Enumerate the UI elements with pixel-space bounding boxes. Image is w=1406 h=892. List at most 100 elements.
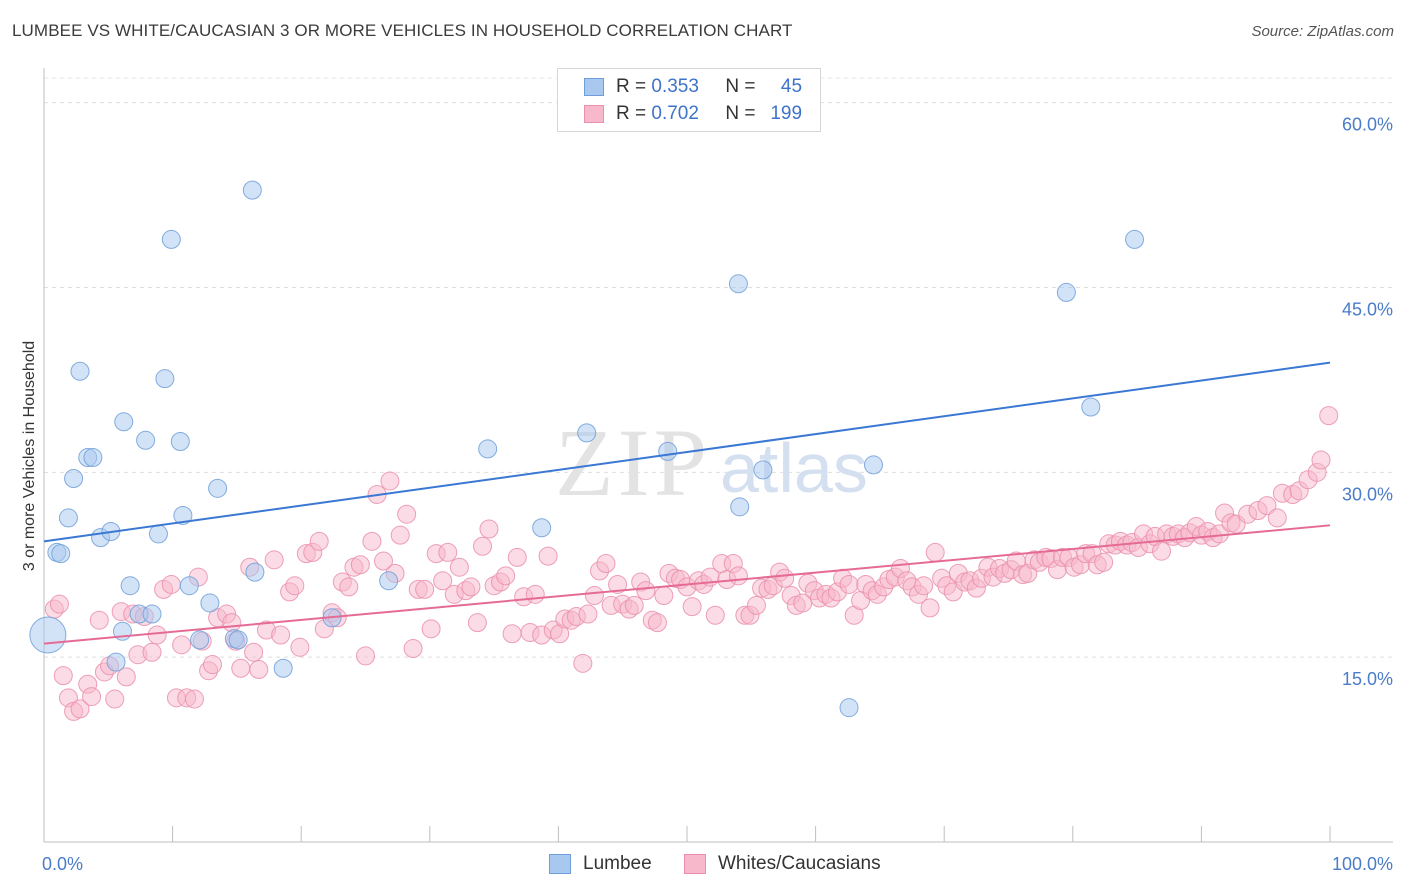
lumbee-point	[1125, 229, 1145, 249]
lumbee-point	[228, 630, 248, 650]
white-caucasian-point	[403, 639, 423, 659]
white-caucasian-point	[244, 642, 264, 662]
lumbee-point	[142, 604, 162, 624]
legend-r-label: R =	[616, 103, 647, 124]
y-tick-label: 30.0%	[1342, 484, 1393, 504]
lumbee-point	[120, 576, 140, 596]
lumbee-point	[1081, 397, 1101, 417]
legend-n-value-lumbee: 45	[780, 76, 803, 97]
white-caucasian-point	[746, 595, 766, 615]
white-caucasian-point	[467, 613, 487, 633]
white-caucasian-point	[362, 531, 382, 551]
lumbee-point	[58, 508, 78, 528]
lumbee-point	[532, 518, 552, 538]
legend-r-value-white: 0.702	[651, 103, 699, 124]
white-caucasian-point	[161, 574, 181, 594]
legend-n-label: N =	[725, 76, 756, 97]
white-caucasian-point	[449, 557, 469, 577]
white-caucasian-point	[705, 605, 725, 625]
white-caucasian-point	[271, 625, 291, 645]
lumbee-point	[29, 616, 67, 654]
white-caucasian-point	[105, 689, 125, 709]
white-caucasian-point	[920, 598, 940, 618]
white-caucasian-point	[473, 536, 493, 556]
lumbee-point	[200, 593, 220, 613]
white-caucasian-point	[231, 658, 251, 678]
white-caucasian-point	[249, 659, 269, 679]
white-caucasian-point	[49, 594, 69, 614]
lumbee-point	[379, 571, 399, 591]
white-caucasian-point	[70, 699, 90, 719]
white-caucasian-point	[397, 504, 417, 524]
white-caucasian-point	[309, 531, 329, 551]
white-caucasian-point	[350, 555, 370, 575]
white-caucasian-point	[264, 550, 284, 570]
white-caucasian-point	[654, 586, 674, 606]
lumbee-point	[136, 430, 156, 450]
white-caucasian-point	[142, 642, 162, 662]
lumbee-point	[51, 544, 71, 564]
white-caucasian-point	[584, 586, 604, 606]
legend-row-white: R = 0.702 N = 199	[584, 102, 802, 126]
white-caucasian-point	[525, 584, 545, 604]
white-caucasian-point	[374, 551, 394, 571]
lumbee-point	[70, 361, 90, 381]
watermark-zip: ZIP	[555, 409, 711, 516]
lumbee-point	[170, 432, 190, 452]
lumbee-point	[863, 455, 883, 475]
white-caucasian-point	[116, 667, 136, 687]
white-legend-label: Whites/Caucasians	[718, 853, 881, 874]
white-caucasian-point	[914, 576, 934, 596]
white-caucasian-point	[479, 519, 499, 539]
lumbee-point	[1056, 282, 1076, 302]
white-caucasian-point	[147, 625, 167, 645]
white-caucasian-point	[82, 687, 102, 707]
y-tick-labels: 15.0% 30.0% 45.0% 60.0%	[1342, 115, 1393, 690]
lumbee-trend-line	[43, 361, 1331, 543]
watermark-atlas: atlas	[720, 429, 868, 507]
white-caucasian-point	[925, 542, 945, 562]
lumbee-points	[29, 180, 1145, 718]
white-swatch	[584, 105, 604, 123]
lumbee-point	[161, 229, 181, 249]
white-caucasian-point	[89, 610, 109, 630]
lumbee-point	[106, 652, 126, 672]
white-caucasian-point	[433, 571, 453, 591]
y-axis-label: 3 or more Vehicles in Household	[21, 341, 38, 571]
lumbee-point	[114, 412, 134, 432]
x-tick-label-min: 0.0%	[42, 854, 83, 874]
y-tick-label: 45.0%	[1342, 299, 1393, 319]
lumbee-point	[245, 562, 265, 582]
bottom-legend-white: Whites/Caucasians	[684, 852, 881, 876]
lumbee-point	[242, 180, 262, 200]
white-caucasian-point	[1267, 508, 1287, 528]
white-caucasian-point	[775, 568, 795, 588]
white-caucasian-point	[415, 579, 435, 599]
y-tick-label: 60.0%	[1342, 115, 1393, 135]
white-caucasian-point	[496, 566, 516, 586]
source-note: Source: ZipAtlas.com	[1251, 23, 1394, 40]
lumbee-point	[179, 576, 199, 596]
lumbee-point	[148, 524, 168, 544]
white-caucasian-point	[1319, 406, 1339, 426]
white-caucasian-point	[1311, 450, 1331, 470]
white-caucasian-point	[538, 546, 558, 566]
lumbee-point	[730, 497, 750, 517]
lumbee-point	[190, 630, 210, 650]
correlation-legend: R = 0.353 N = 45 R = 0.702 N = 199	[557, 68, 821, 132]
lumbee-point	[753, 460, 773, 480]
lumbee-point	[839, 698, 859, 718]
axes	[43, 68, 1393, 843]
white-caucasian-point	[573, 653, 593, 673]
white-caucasian-trend-line	[43, 524, 1331, 645]
white-caucasian-point	[285, 576, 305, 596]
lumbee-point	[728, 274, 748, 294]
white-caucasian-point	[380, 471, 400, 491]
legend-r-value-lumbee: 0.353	[651, 76, 699, 97]
x-tick-label-max: 100.0%	[1332, 854, 1393, 874]
white-caucasian-point	[172, 635, 192, 655]
lumbee-legend-swatch	[549, 854, 571, 874]
white-caucasian-point	[438, 542, 458, 562]
lumbee-point	[577, 423, 597, 443]
